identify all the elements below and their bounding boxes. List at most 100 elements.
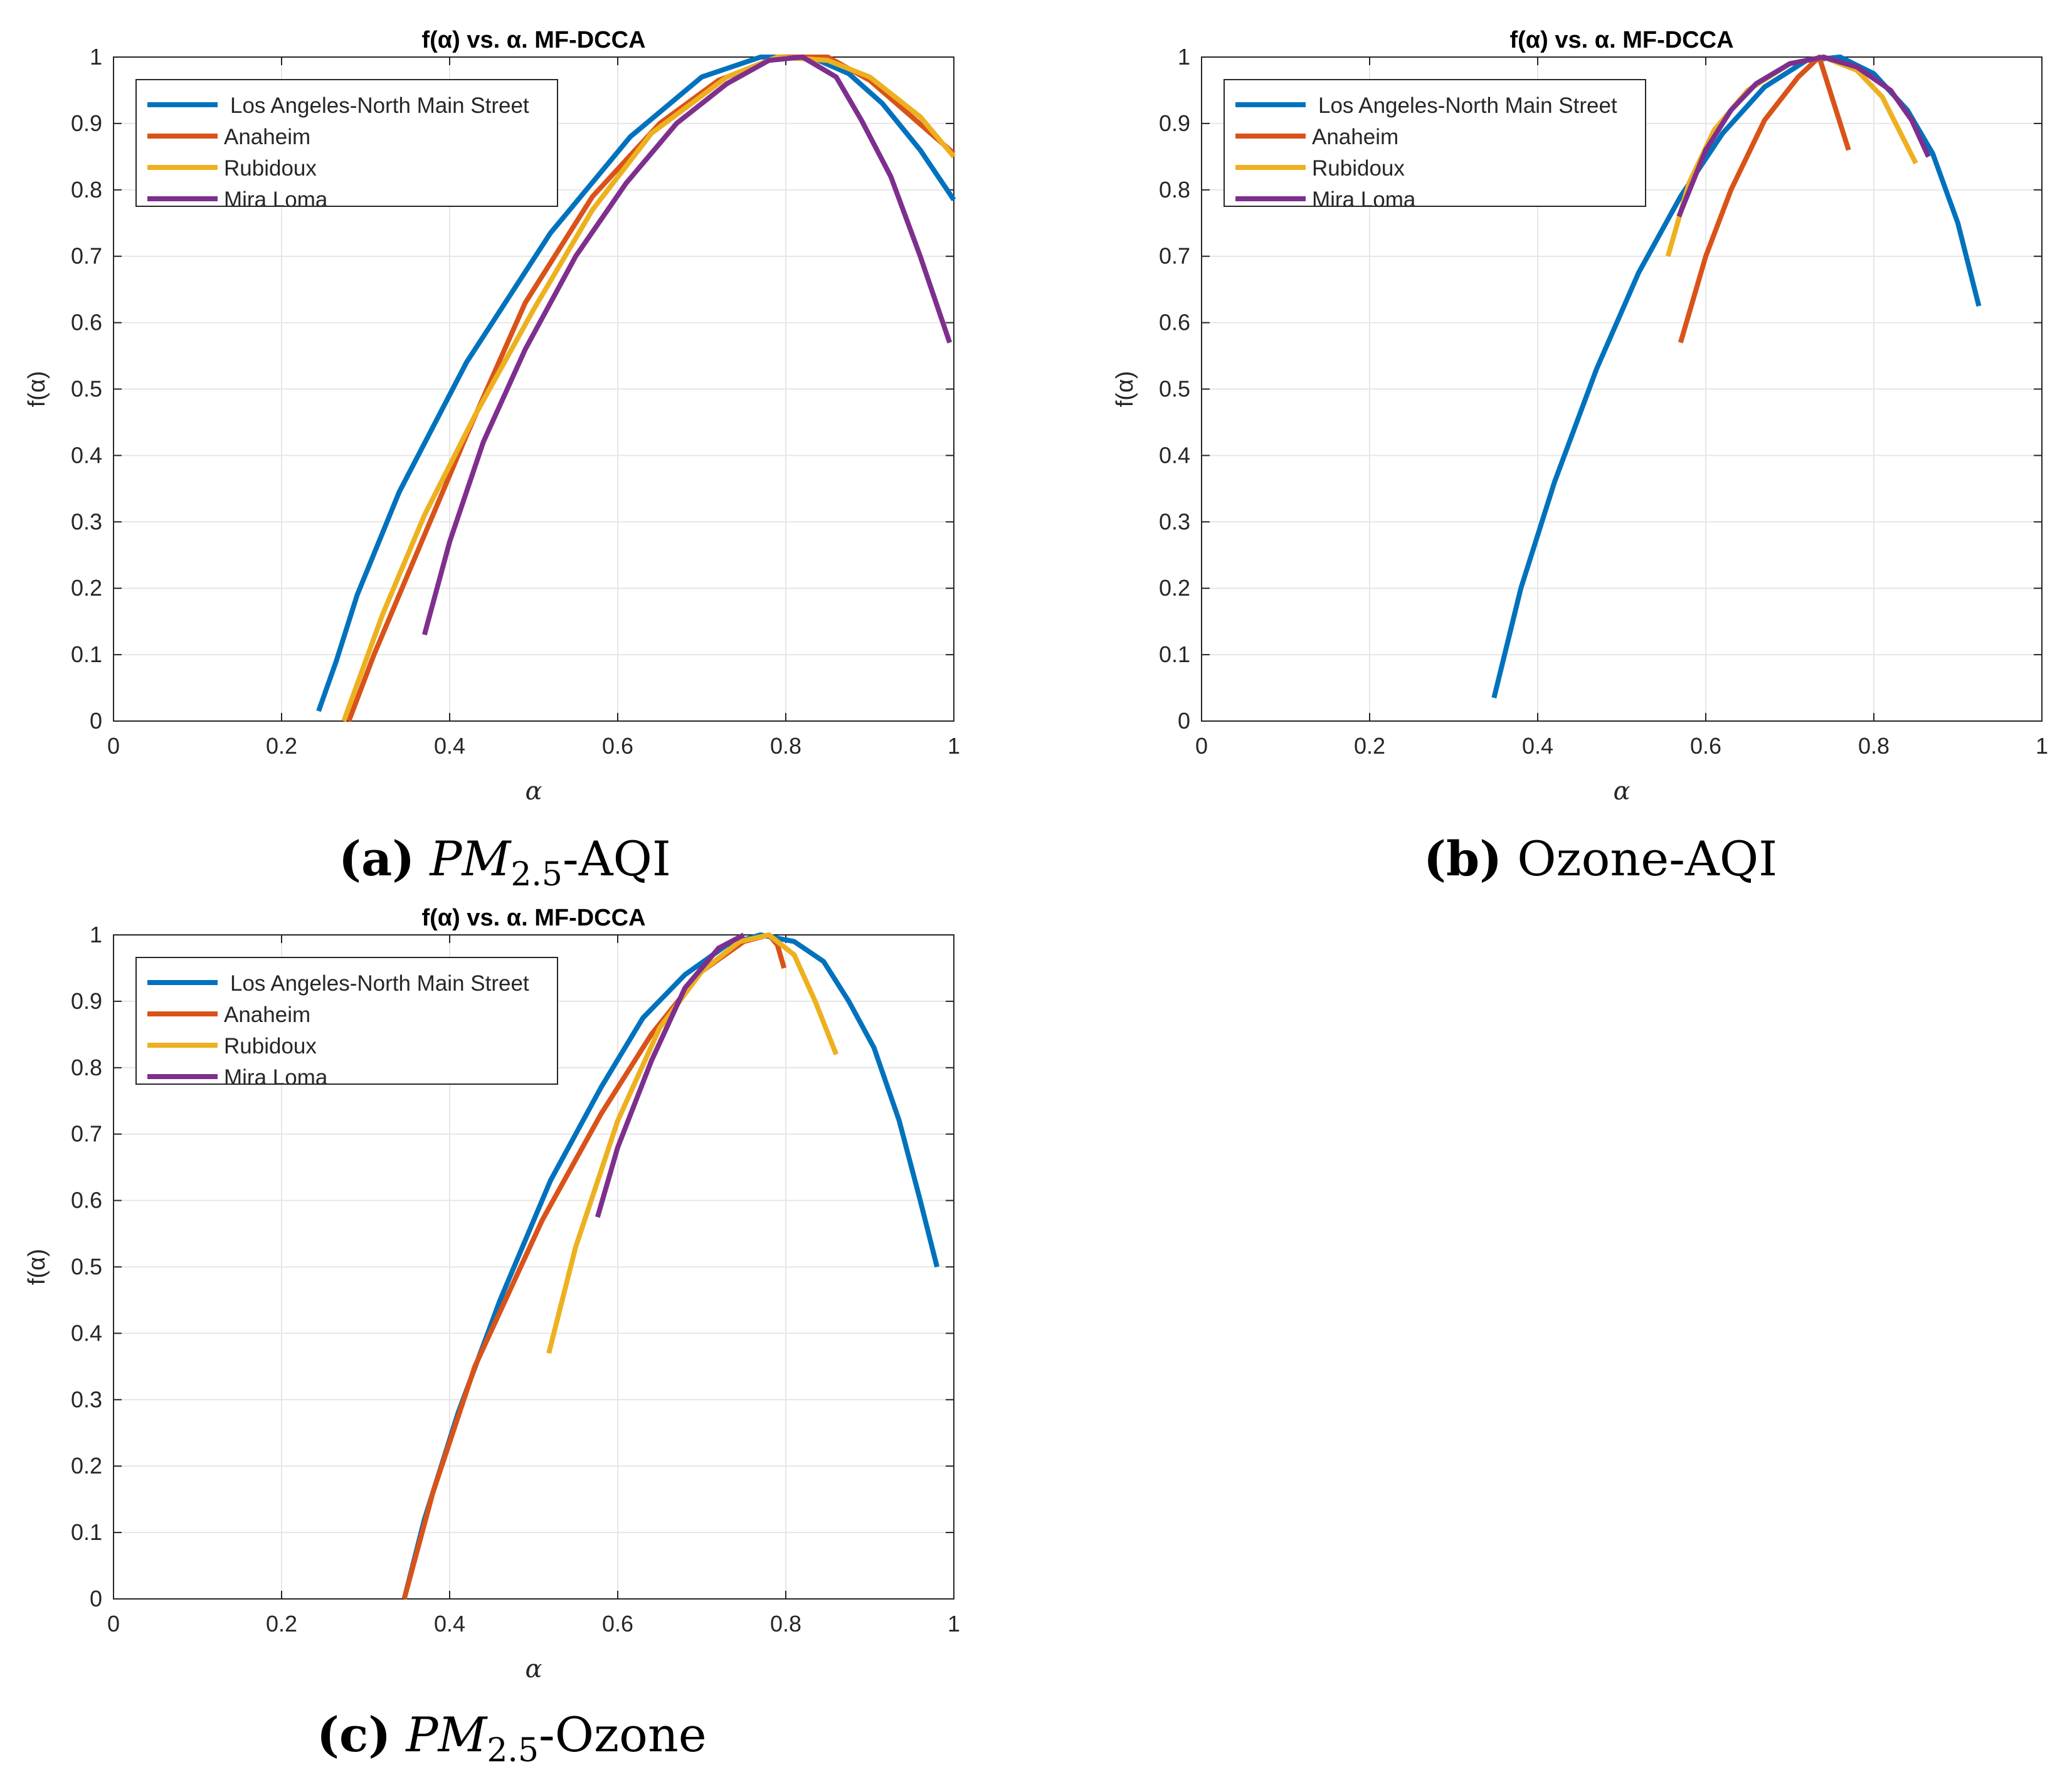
x-tick-label: 0.8 <box>770 1611 801 1637</box>
y-tick-label: 0.1 <box>1159 641 1190 667</box>
y-tick-label: 0 <box>1178 708 1190 734</box>
x-tick-label: 0.4 <box>434 1611 465 1637</box>
y-tick-label: 0.9 <box>71 110 102 136</box>
legend: Los Angeles-North Main Street Anaheim Rubi… <box>1224 79 1646 212</box>
x-tick-label: 0.4 <box>1522 733 1553 759</box>
x-tick-label: 1 <box>948 1611 960 1637</box>
caption-c: (c) PM2.5-Ozone <box>317 1707 707 1769</box>
y-tick-label: 0.5 <box>1159 376 1190 402</box>
y-tick-label: 0.6 <box>71 310 102 335</box>
caption-c-sub: 2.5 <box>487 1732 539 1770</box>
series-line-3 <box>546 932 839 1354</box>
x-tick-label: 0 <box>1195 733 1208 759</box>
series-line-1 <box>316 55 956 712</box>
y-tick-label: 0.2 <box>71 1453 102 1479</box>
legend-label: Anaheim <box>224 1003 310 1027</box>
y-axis-label: f(α) <box>24 371 50 408</box>
x-axis-label: α <box>1613 777 1630 806</box>
x-tick-label: 0.8 <box>770 733 801 759</box>
legend-label: Anaheim <box>1312 125 1398 149</box>
x-tick-label: 0.6 <box>602 1611 633 1637</box>
legend-box <box>135 957 558 1085</box>
y-tick-label: 0.7 <box>1159 243 1190 269</box>
chart-panel-1: 0 0.2 0.4 0.6 0.8 1 0 0.1 0.2 0.3 0.4 0.5 0.6 0.7 0.8 0… <box>24 27 960 806</box>
series-line-4 <box>1676 55 1931 218</box>
y-tick-label: 0.6 <box>71 1188 102 1213</box>
series-line-3 <box>341 55 956 722</box>
caption-c-rest: -Ozone <box>539 1707 707 1763</box>
legend: Los Angeles-North Main Street Anaheim Rubi… <box>135 79 558 212</box>
y-tick-label: 0.8 <box>71 1055 102 1080</box>
y-tick-label: 0.9 <box>1159 110 1190 136</box>
y-tick-label: 0.3 <box>71 509 102 534</box>
y-tick-label: 0.5 <box>71 1254 102 1280</box>
y-tick-label: 1 <box>1178 44 1190 70</box>
y-tick-label: 0.1 <box>71 1519 102 1545</box>
y-tick-label: 0.1 <box>71 641 102 667</box>
y-tick-label: 1 <box>90 44 102 70</box>
y-tick-label: 0.8 <box>71 177 102 203</box>
legend-label: Anaheim <box>224 125 310 149</box>
legend-label: Mira Loma <box>224 1065 328 1090</box>
y-tick-label: 0.4 <box>71 1320 102 1346</box>
chart-title: f(α) vs. α. MF-DCCA <box>1509 27 1733 53</box>
series-line-2 <box>1678 55 1851 344</box>
y-tick-label: 0 <box>90 708 102 734</box>
y-tick-label: 1 <box>90 922 102 947</box>
caption-a-rest: -AQI <box>563 831 671 887</box>
chart-title: f(α) vs. α. MF-DCCA <box>421 905 645 931</box>
y-axis-label: f(α) <box>24 1249 50 1285</box>
caption-b-rest: Ozone-AQI <box>1502 831 1778 887</box>
x-tick-label: 0.6 <box>602 733 633 759</box>
y-tick-label: 0 <box>90 1586 102 1611</box>
chart-panel-2: 0 0.2 0.4 0.6 0.8 1 0 0.1 0.2 0.3 0.4 0.5 0.6 0.7 0.8 0… <box>1112 27 2048 806</box>
x-axis-label: α <box>525 777 542 806</box>
legend-label: Mira Loma <box>1312 187 1416 212</box>
caption-c-pm: PM <box>406 1707 487 1763</box>
legend-label: Rubidoux <box>224 1034 317 1058</box>
series-line-4 <box>595 932 745 1218</box>
x-tick-label: 0 <box>107 733 120 759</box>
y-tick-label: 0.5 <box>71 376 102 402</box>
x-tick-label: 0.2 <box>1354 733 1385 759</box>
caption-a-sub: 2.5 <box>510 856 563 894</box>
caption-a: (a) PM2.5-AQI <box>339 831 671 894</box>
x-tick-label: 0.8 <box>1858 733 1890 759</box>
legend-label: Los Angeles-North Main Street <box>230 971 529 996</box>
x-tick-label: 1 <box>948 733 960 759</box>
series-line-2 <box>346 55 956 722</box>
x-tick-label: 1 <box>2036 733 2048 759</box>
x-tick-label: 0.6 <box>1690 733 1721 759</box>
series-line-4 <box>421 55 953 636</box>
x-axis-label: α <box>525 1655 542 1684</box>
caption-b: (b) Ozone-AQI <box>1424 831 1777 887</box>
x-tick-label: 0.4 <box>434 733 465 759</box>
legend-label: Los Angeles-North Main Street <box>1318 93 1617 118</box>
caption-b-label: (b) <box>1424 831 1503 887</box>
y-tick-label: 0.7 <box>71 1121 102 1147</box>
legend-label: Rubidoux <box>224 156 317 181</box>
y-axis-label: f(α) <box>1112 371 1138 408</box>
series-line-1 <box>1491 55 1982 699</box>
y-tick-label: 0.6 <box>1159 310 1190 335</box>
caption-a-label: (a) <box>339 831 415 887</box>
legend: Los Angeles-North Main Street Anaheim Rubi… <box>135 957 558 1090</box>
legend-box <box>1224 79 1646 207</box>
legend-box <box>135 79 558 207</box>
y-tick-label: 0.3 <box>1159 509 1190 534</box>
caption-c-label: (c) <box>317 1707 391 1763</box>
y-tick-label: 0.4 <box>1159 442 1190 468</box>
y-tick-label: 0.9 <box>71 988 102 1014</box>
y-tick-label: 0.7 <box>71 243 102 269</box>
chart-panel-3: 0 0.2 0.4 0.6 0.8 1 0 0.1 0.2 0.3 0.4 0.5 0.6 0.7 0.8 0… <box>24 905 960 1684</box>
legend-label: Los Angeles-North Main Street <box>230 93 529 118</box>
y-tick-label: 0.2 <box>71 575 102 601</box>
y-tick-label: 0.2 <box>1159 575 1190 601</box>
x-tick-label: 0 <box>107 1611 120 1637</box>
x-tick-label: 0.2 <box>266 1611 297 1637</box>
x-tick-label: 0.2 <box>266 733 297 759</box>
legend-label: Rubidoux <box>1312 156 1405 181</box>
legend-label: Mira Loma <box>224 187 328 212</box>
y-tick-label: 0.4 <box>71 442 102 468</box>
